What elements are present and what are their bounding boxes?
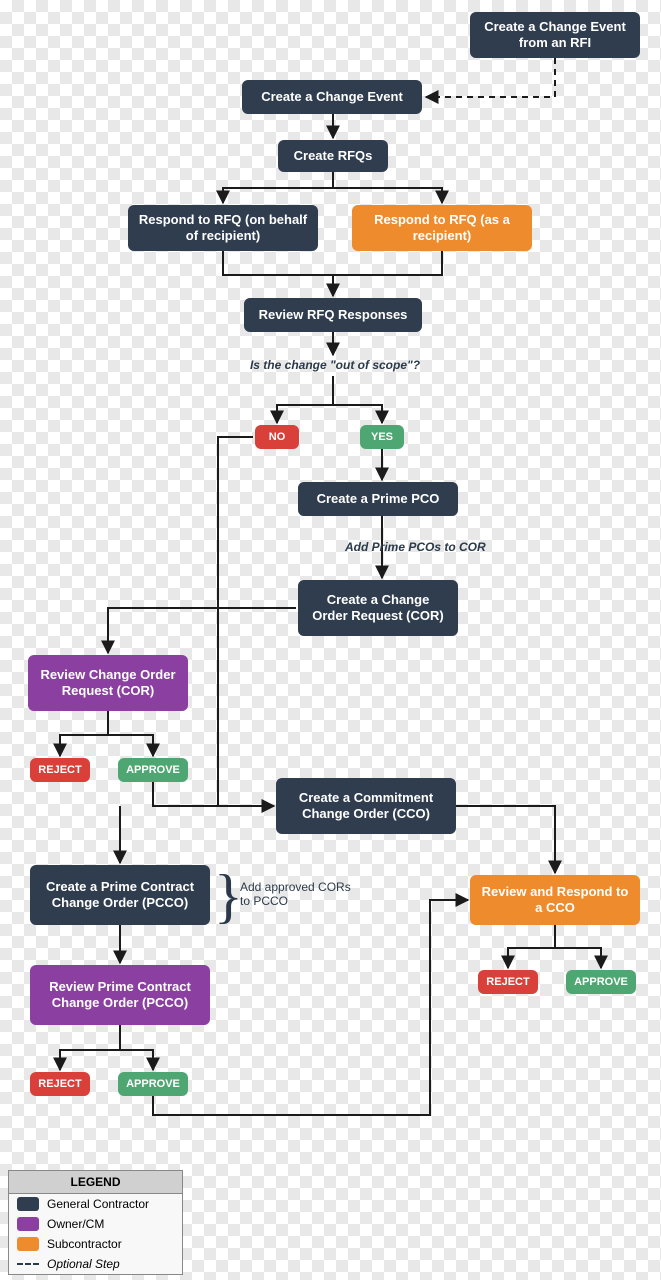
- node-create-cor: Create a Change Order Request (COR): [298, 580, 458, 636]
- node-review-pcco: Review Prime Contract Change Order (PCCO…: [30, 965, 210, 1025]
- label-add-approved-cors: Add approved CORs to PCCO: [240, 880, 360, 908]
- legend-label: Subcontractor: [47, 1237, 122, 1251]
- node-respond-rfq-recipient: Respond to RFQ (as a recipient): [352, 205, 532, 251]
- legend-label: Optional Step: [47, 1257, 120, 1271]
- pill-no: NO: [255, 425, 299, 449]
- brace-icon: }: [214, 866, 243, 926]
- legend-row-owner: Owner/CM: [9, 1214, 182, 1234]
- node-review-cor: Review Change Order Request (COR): [28, 655, 188, 711]
- node-create-prime-pco: Create a Prime PCO: [298, 482, 458, 516]
- edges-layer: [0, 0, 661, 1280]
- legend-row-optional: Optional Step: [9, 1254, 182, 1274]
- pill-cor-reject: REJECT: [30, 758, 90, 782]
- node-create-cco: Create a Commitment Change Order (CCO): [276, 778, 456, 834]
- node-review-rfq-responses: Review RFQ Responses: [244, 298, 422, 332]
- legend: LEGEND General Contractor Owner/CM Subco…: [8, 1170, 183, 1275]
- pill-cor-approve: APPROVE: [118, 758, 188, 782]
- swatch-gc: [17, 1197, 39, 1211]
- label-add-prime-pcos: Add Prime PCOs to COR: [345, 540, 525, 554]
- legend-row-gc: General Contractor: [9, 1194, 182, 1214]
- node-create-change-event-from-rfi: Create a Change Event from an RFI: [470, 12, 640, 58]
- swatch-sub: [17, 1237, 39, 1251]
- node-review-respond-cco: Review and Respond to a CCO: [470, 875, 640, 925]
- legend-label: Owner/CM: [47, 1217, 104, 1231]
- swatch-dash-icon: [17, 1263, 39, 1265]
- legend-label: General Contractor: [47, 1197, 149, 1211]
- pill-pcco-approve: APPROVE: [118, 1072, 188, 1096]
- node-create-change-event: Create a Change Event: [242, 80, 422, 114]
- pill-yes: YES: [360, 425, 404, 449]
- node-create-pcco: Create a Prime Contract Change Order (PC…: [30, 865, 210, 925]
- label-scope-question: Is the change "out of scope"?: [235, 358, 435, 372]
- pill-cco-approve: APPROVE: [566, 970, 636, 994]
- pill-pcco-reject: REJECT: [30, 1072, 90, 1096]
- node-create-rfqs: Create RFQs: [278, 140, 388, 172]
- legend-title: LEGEND: [9, 1171, 182, 1194]
- legend-row-sub: Subcontractor: [9, 1234, 182, 1254]
- node-respond-rfq-on-behalf: Respond to RFQ (on behalf of recipient): [128, 205, 318, 251]
- swatch-owner: [17, 1217, 39, 1231]
- pill-cco-reject: REJECT: [478, 970, 538, 994]
